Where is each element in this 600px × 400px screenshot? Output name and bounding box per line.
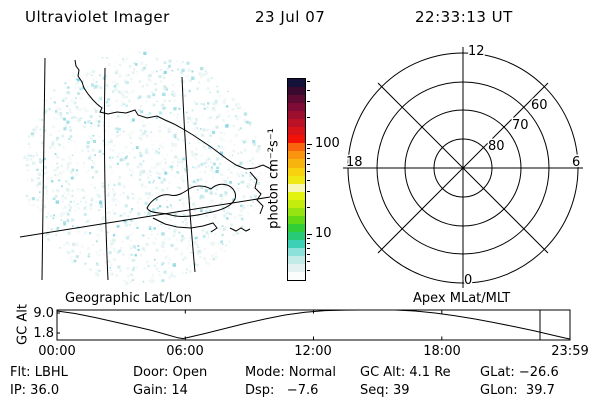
colorbar-tick-label: 100 <box>315 136 340 151</box>
timeline-ylabel: GC Alt <box>15 304 31 345</box>
colorbar-minor-tick <box>307 243 310 244</box>
colorbar-minor-tick <box>307 191 310 192</box>
xtick-label-1200: 12:00 <box>294 344 332 359</box>
polar-ring-label-80: 80 <box>488 139 505 154</box>
map-grid <box>19 57 271 281</box>
polar-hour-label-0: 0 <box>464 273 472 288</box>
xtick-label-1800: 18:00 <box>423 344 461 359</box>
colorbar-band <box>288 264 305 273</box>
polar-hour-label-12: 12 <box>468 44 485 59</box>
colorbar-band <box>288 143 305 152</box>
polar-caption: Apex MLat/MLT <box>413 291 511 306</box>
colorbar-band <box>288 135 305 144</box>
colorbar-band <box>288 175 305 184</box>
longitude-line-1 <box>41 57 46 281</box>
polar-spoke-diagonal-nw <box>377 82 549 254</box>
status-glat: GLat: −26.6 <box>480 365 559 380</box>
colorbar: 100 10 <box>283 75 358 290</box>
colorbar-minor-tick <box>307 81 310 82</box>
colorbar-band <box>288 87 305 96</box>
colorbar-minor-tick <box>307 238 310 239</box>
ytick-label-1-8: 1.8 <box>33 326 54 341</box>
colorbar-band <box>288 215 305 224</box>
colorbar-minor-tick <box>307 90 310 91</box>
polar-hour-label-6: 6 <box>572 155 580 170</box>
status-mode: Mode: Normal <box>245 365 336 380</box>
colorbar-minor-tick <box>307 158 310 159</box>
geographic-map <box>19 51 275 286</box>
colorbar-minor-tick <box>307 164 310 165</box>
colorbar-tick-label: 10 <box>315 226 332 241</box>
colorbar-minor-tick <box>307 153 310 154</box>
colorbar-unit-label: photon cm⁻²s⁻¹ <box>266 128 282 229</box>
colorbar-band <box>288 151 305 160</box>
timeline-plot <box>56 309 571 341</box>
colorbar-minor-tick <box>307 101 310 102</box>
app-title: Ultraviolet Imager <box>25 8 170 26</box>
colorbar-band <box>288 159 305 168</box>
colorbar-minor-tick <box>307 270 310 271</box>
coastline-5 <box>229 227 251 232</box>
polar-plot: 12 18 6 0 80 70 60 <box>343 43 583 290</box>
coastline-4 <box>249 171 264 215</box>
status-ip: IP: 36.0 <box>10 383 60 398</box>
colorbar-band <box>288 79 305 88</box>
colorbar-band <box>288 231 305 240</box>
colorbar-band <box>288 239 305 248</box>
colorbar-minor-tick <box>307 248 310 249</box>
colorbar-band <box>288 223 305 232</box>
colorbar-minor-tick <box>307 254 310 255</box>
colorbar-minor-tick <box>307 261 310 262</box>
colorbar-band <box>288 272 305 281</box>
map-caption: Geographic Lat/Lon <box>65 291 192 306</box>
status-gc-alt: GC Alt: 4.1 Re <box>360 365 451 380</box>
map-coastlines <box>74 59 275 233</box>
status-door: Door: Open <box>133 365 208 380</box>
latitude-line <box>19 196 271 238</box>
colorbar-minor-tick <box>307 180 310 181</box>
polar-hour-label-18: 18 <box>346 155 363 170</box>
longitude-line-2 <box>103 67 109 281</box>
colorbar-band <box>288 103 305 112</box>
polar-ring-label-70: 70 <box>512 118 529 133</box>
colorbar-band <box>288 167 305 176</box>
colorbar-major-tick <box>307 144 312 145</box>
colorbar-band <box>288 199 305 208</box>
status-gain: Gain: 14 <box>133 383 188 398</box>
colorbar-band <box>288 207 305 216</box>
status-glon: GLon: 39.7 <box>480 383 555 398</box>
colorbar-band <box>288 119 305 128</box>
polar-ring-label-60: 60 <box>531 98 548 113</box>
coastline-3 <box>152 217 218 233</box>
colorbar-minor-tick <box>307 117 310 118</box>
colorbar-band <box>288 191 305 200</box>
timeline-box <box>56 309 571 341</box>
speckle-field <box>23 51 262 286</box>
date-label: 23 Jul 07 <box>255 8 326 26</box>
colorbar-bands <box>287 78 306 281</box>
status-dsp: Dsp: −7.6 <box>245 383 319 398</box>
colorbar-minor-tick <box>307 148 310 149</box>
ytick-label-9: 9.0 <box>33 306 54 321</box>
colorbar-band <box>288 127 305 136</box>
longitude-line-3 <box>181 76 196 273</box>
xtick-label-0000: 00:00 <box>38 344 76 359</box>
colorbar-band <box>288 256 305 265</box>
status-flt: Flt: LBHL <box>10 365 68 380</box>
xtick-label-2359: 23:59 <box>551 344 589 359</box>
coastline-1 <box>74 59 275 172</box>
status-seq: Seq: 39 <box>360 383 410 398</box>
colorbar-minor-tick <box>307 207 310 208</box>
colorbar-band <box>288 111 305 120</box>
colorbar-major-tick <box>307 234 312 235</box>
altitude-curve <box>56 309 571 340</box>
colorbar-minor-tick <box>307 171 310 172</box>
coastline-2 <box>146 183 236 217</box>
colorbar-band <box>288 183 305 192</box>
colorbar-band <box>288 247 305 257</box>
time-label: 22:33:13 UT <box>415 8 513 26</box>
colorbar-band <box>288 95 305 104</box>
xtick-label-0600: 06:00 <box>166 344 204 359</box>
